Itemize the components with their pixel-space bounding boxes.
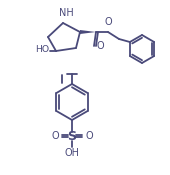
Polygon shape bbox=[80, 30, 96, 34]
Text: OH: OH bbox=[64, 148, 80, 158]
Text: NH: NH bbox=[59, 8, 73, 18]
Text: HO: HO bbox=[35, 46, 49, 54]
Text: O: O bbox=[96, 41, 104, 51]
Text: O: O bbox=[51, 131, 59, 141]
Text: O: O bbox=[85, 131, 93, 141]
Text: S: S bbox=[67, 131, 76, 144]
Text: O: O bbox=[104, 17, 112, 27]
